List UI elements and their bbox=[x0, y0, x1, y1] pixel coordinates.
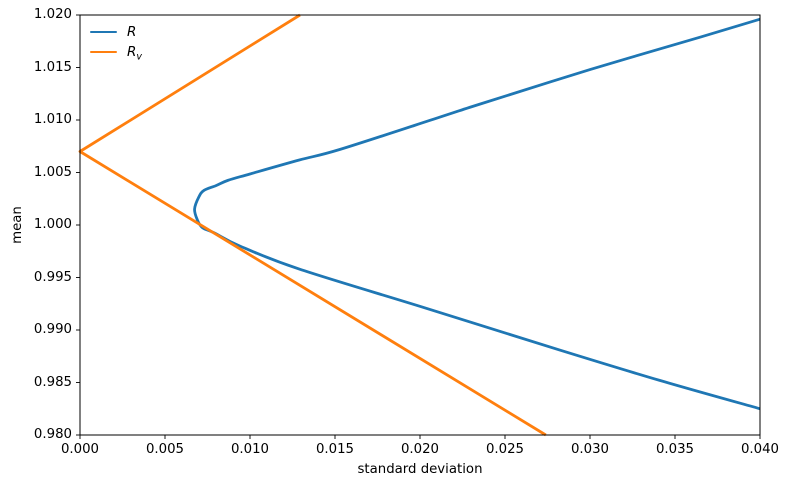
y-tick-label: 0.980 bbox=[33, 427, 72, 442]
y-tick-label: 1.000 bbox=[33, 217, 72, 232]
y-tick-label: 1.020 bbox=[33, 7, 72, 22]
y-tick-label: 1.015 bbox=[33, 59, 72, 75]
x-tick-label: 0.005 bbox=[145, 442, 185, 457]
y-tick-label: 0.995 bbox=[33, 269, 72, 285]
legend-line-swatch-R bbox=[90, 30, 117, 34]
y-axis-label-text: mean bbox=[10, 206, 25, 244]
legend-line-swatch-Rv bbox=[90, 50, 117, 54]
y-tick-label: 0.990 bbox=[33, 322, 72, 337]
series-line-R bbox=[193, 17, 761, 411]
axes-spines bbox=[79, 14, 761, 436]
legend-item-Rv: Rv bbox=[90, 42, 142, 62]
series-line-Rv bbox=[78, 13, 547, 437]
x-axis-label: standard deviation bbox=[357, 462, 483, 477]
y-tick-label: 1.005 bbox=[33, 164, 72, 180]
y-tick-label: 1.010 bbox=[33, 112, 72, 127]
x-tick-label: 0.035 bbox=[655, 442, 695, 457]
x-tick-label: 0.000 bbox=[60, 442, 100, 457]
legend-label-R: R bbox=[127, 24, 137, 40]
x-tick-label: 0.025 bbox=[485, 442, 525, 457]
x-tick-label: 0.015 bbox=[315, 442, 355, 457]
x-tick-label: 0.040 bbox=[740, 442, 780, 457]
y-tick-label: 0.985 bbox=[33, 374, 72, 390]
legend: R Rv bbox=[90, 22, 142, 62]
x-tick-label: 0.030 bbox=[570, 442, 610, 457]
x-tick-label: 0.010 bbox=[230, 442, 270, 457]
x-tick-label: 0.020 bbox=[400, 442, 440, 457]
legend-item-R: R bbox=[90, 22, 142, 42]
legend-label-Rv: Rv bbox=[127, 44, 143, 63]
